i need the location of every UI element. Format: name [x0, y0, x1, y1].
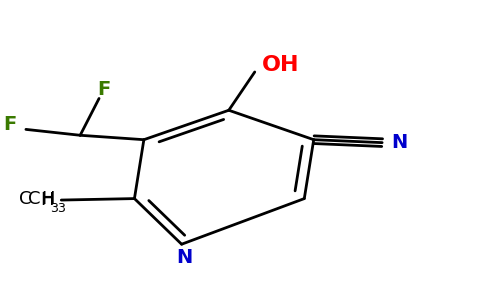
Text: H: H [41, 191, 54, 209]
Text: OH: OH [262, 55, 299, 75]
Text: 3: 3 [50, 202, 58, 215]
Text: C: C [19, 190, 31, 208]
Text: H: H [42, 190, 55, 208]
Text: N: N [176, 248, 192, 267]
Text: 3: 3 [57, 202, 64, 215]
Text: C: C [28, 190, 41, 208]
Text: N: N [392, 133, 408, 152]
Text: F: F [97, 80, 110, 99]
Text: F: F [3, 116, 16, 134]
